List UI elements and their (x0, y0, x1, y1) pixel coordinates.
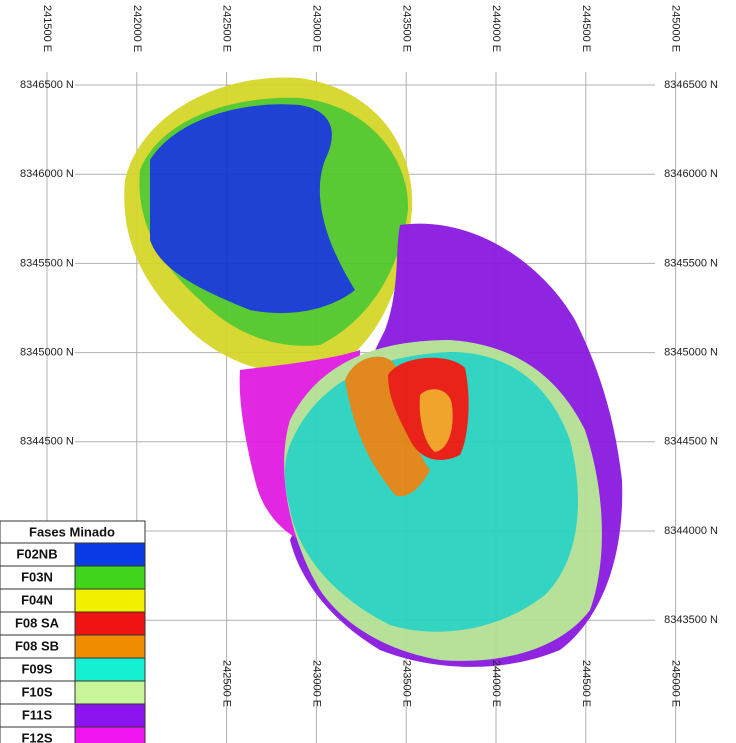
northing-label: 8346500 N (664, 79, 718, 91)
pit-bottom (419, 389, 453, 452)
northing-label: 8345000 N (20, 347, 74, 359)
pits (124, 77, 623, 667)
easting-label: 244500 E (580, 5, 592, 52)
easting-label: 244500 E (580, 660, 592, 707)
legend-label: F04N (21, 592, 53, 607)
legend-swatch (74, 634, 146, 659)
easting-label: 242500 E (221, 5, 233, 52)
easting-label: 244000 E (490, 660, 502, 707)
easting-label: 245000 E (670, 660, 682, 707)
legend-swatch (74, 565, 146, 590)
legend-label: F10S (21, 684, 52, 699)
northing-label: 8346000 N (664, 168, 718, 180)
legend-swatch (74, 680, 146, 705)
legend-label: F08 SB (15, 638, 59, 653)
easting-label: 243500 E (400, 660, 412, 707)
pit-f08sb (345, 356, 430, 497)
legend-label: F02NB (16, 546, 57, 561)
northing-label: 8344500 N (664, 436, 718, 448)
northing-label: 8345000 N (664, 347, 718, 359)
easting-label: 245000 E (670, 5, 682, 52)
legend-swatch (74, 542, 146, 567)
northing-label: 8345500 N (664, 257, 718, 269)
northing-label: 8343500 N (664, 614, 718, 626)
easting-label: 243000 E (310, 5, 322, 52)
legend-swatch (74, 657, 146, 682)
easting-label: 242500 E (221, 660, 233, 707)
northing-label: 8344500 N (20, 436, 74, 448)
legend-label: F08 SA (15, 615, 60, 630)
legend-swatch (74, 588, 146, 613)
labels: 241500 E 242000 E 242500 E 242500 E 243000 E… (20, 5, 718, 707)
legend-label: F03N (21, 569, 53, 584)
easting-label: 242000 E (131, 5, 143, 52)
legend-title: Fases Minado (29, 524, 115, 539)
legend-label: F12S (21, 730, 52, 743)
legend: Fases Minado F02NB F03N F04N F08 SA F08 SB F0… (0, 520, 146, 743)
easting-label: 243000 E (310, 660, 322, 707)
legend-label: F09S (21, 661, 52, 676)
legend-swatch (74, 611, 146, 636)
northing-label: 8346500 N (20, 79, 74, 91)
legend-swatch (74, 703, 146, 728)
easting-label: 244000 E (490, 5, 502, 52)
northing-label: 8346000 N (20, 168, 74, 180)
northing-label: 8345500 N (20, 257, 74, 269)
easting-label: 243500 E (400, 5, 412, 52)
easting-label: 241500 E (41, 5, 53, 52)
legend-swatch (74, 726, 146, 743)
legend-label: F11S (22, 707, 53, 722)
pit-f02nb (150, 104, 355, 314)
northing-label: 8344000 N (664, 525, 718, 537)
